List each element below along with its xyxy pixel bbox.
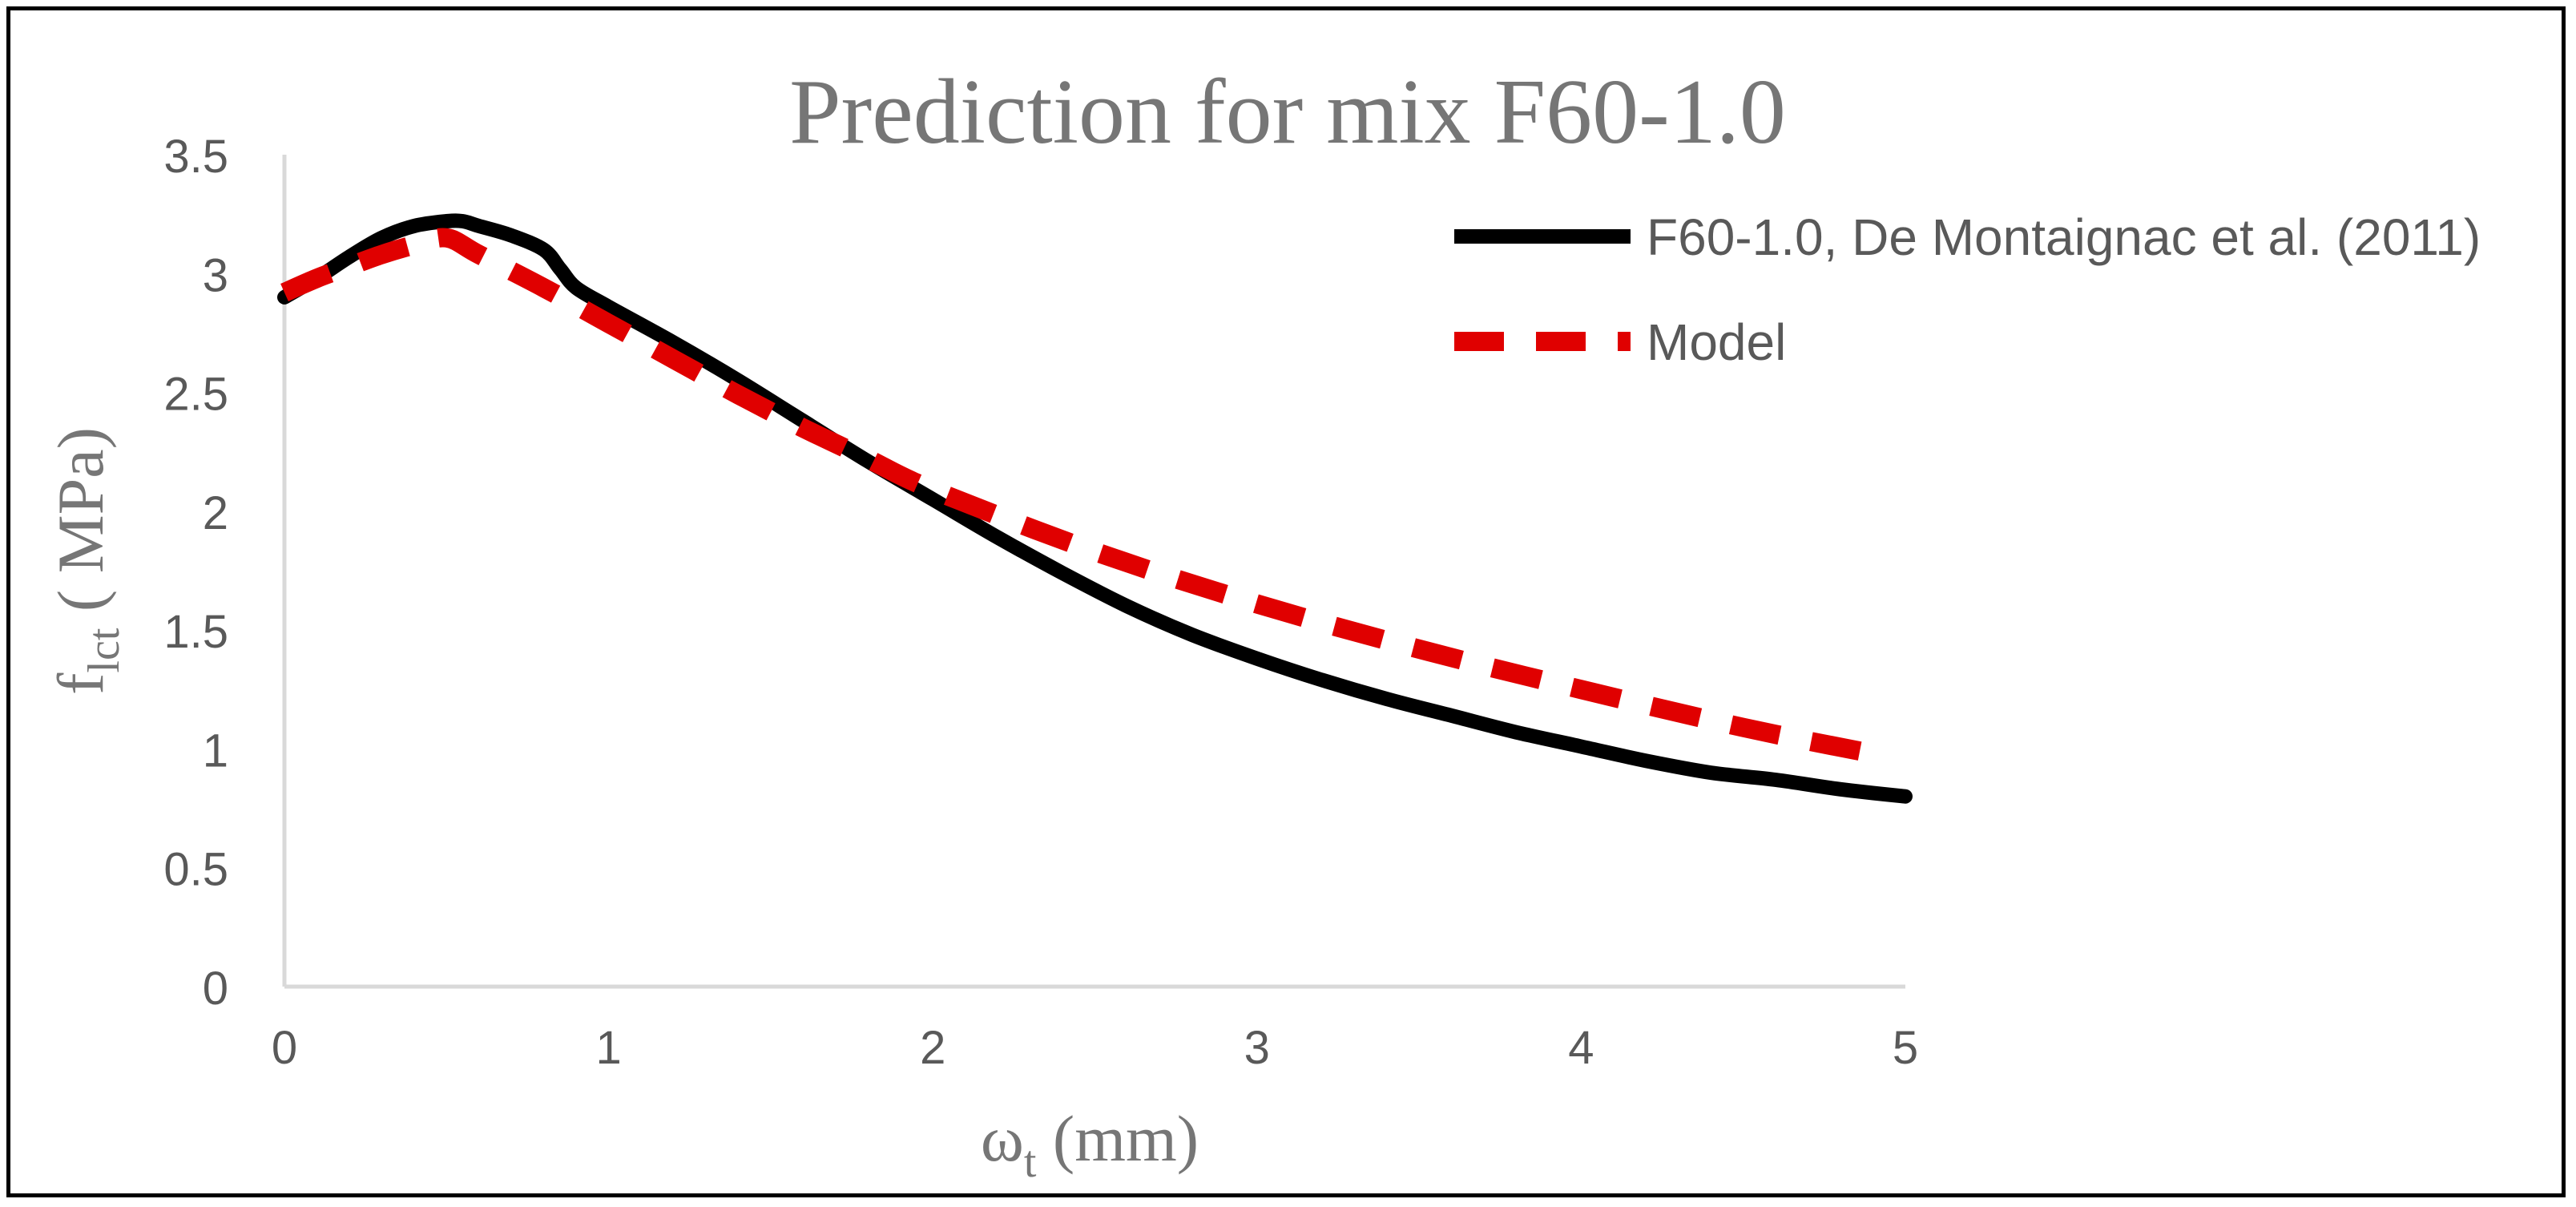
legend-entry-model: Model [1454, 313, 1786, 371]
y-tick-label: 3.5 [163, 131, 228, 183]
legend-label-experimental: F60-1.0, De Montaignac et al. (2011) [1647, 208, 2481, 266]
y-axis-title: flct ( MPa) [44, 427, 129, 695]
y-tick-label: 1 [203, 725, 228, 777]
y-tick-label: 0.5 [163, 844, 228, 896]
y-tick-label: 3 [203, 249, 228, 301]
series-lines [277, 213, 1913, 804]
y-tick-label: 0 [203, 963, 228, 1015]
x-tick-label: 1 [595, 1022, 621, 1074]
legend-label-model: Model [1647, 313, 1786, 371]
x-tick-label: 5 [1893, 1022, 1918, 1074]
svg-text:ωt (mm): ωt (mm) [981, 1102, 1199, 1187]
x-axis-title: ωt (mm) [981, 1102, 1199, 1187]
tick-labels: 0 0.5 1 1.5 2 2.5 3 3.5 0 1 2 3 4 5 [163, 131, 1918, 1074]
series-line-experimental [277, 213, 1913, 804]
y-axis-title-rest: ( MPa) [44, 427, 117, 628]
y-tick-label: 1.5 [163, 606, 228, 658]
series-line-model [280, 228, 1875, 764]
x-tick-label: 3 [1244, 1022, 1270, 1074]
legend-entry-experimental: F60-1.0, De Montaignac et al. (2011) [1454, 208, 2481, 266]
svg-text:flct ( MPa): flct ( MPa) [44, 427, 129, 695]
x-tick-label: 2 [920, 1022, 945, 1074]
x-axis-title-main: ω [981, 1102, 1024, 1175]
x-axis-title-sub: t [1024, 1137, 1037, 1187]
x-tick-label: 0 [272, 1022, 297, 1074]
chart-title: Prediction for mix F60-1.0 [789, 61, 1786, 163]
y-axis-title-sub: lct [79, 628, 129, 672]
y-tick-label: 2 [203, 487, 228, 539]
y-axis-title-main: f [44, 672, 117, 695]
x-tick-label: 4 [1568, 1022, 1594, 1074]
chart-frame [6, 6, 2566, 1197]
x-axis-title-rest: (mm) [1036, 1102, 1199, 1175]
y-tick-label: 2.5 [163, 369, 228, 421]
legend: F60-1.0, De Montaignac et al. (2011) Mod… [1454, 208, 2481, 371]
